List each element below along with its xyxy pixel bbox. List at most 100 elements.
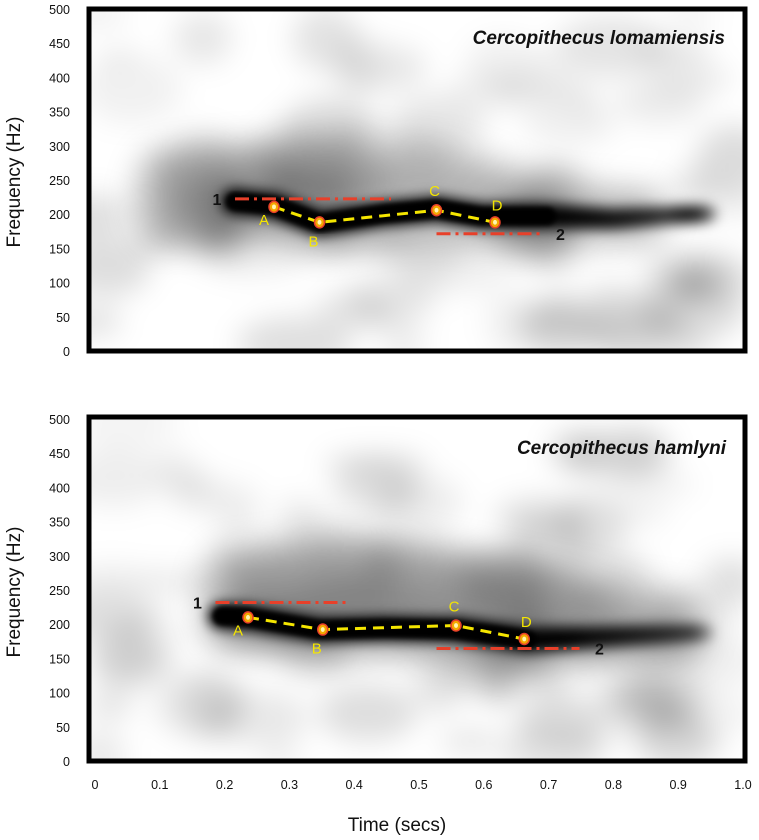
y-tick-label: 400 <box>49 71 70 85</box>
point-label-c: C <box>429 183 440 200</box>
noise-blob <box>173 12 232 65</box>
noise-blob <box>337 44 427 91</box>
noise-blob <box>449 71 532 104</box>
point-label-c: C <box>449 599 460 616</box>
y-tick-label: 500 <box>49 3 70 17</box>
noise-blob <box>506 246 591 272</box>
x-tick-label: 0.3 <box>281 778 298 792</box>
noise-blob <box>89 729 126 761</box>
panel-top-points: A B C D <box>259 183 503 250</box>
noise-blob <box>603 470 697 499</box>
y-tick-label: 0 <box>63 345 70 359</box>
point-label-d: D <box>521 614 532 631</box>
x-tick-label: 0.5 <box>410 778 427 792</box>
panel-bottom-y-axis-title: Frequency (Hz) <box>4 527 25 658</box>
noise-blob <box>318 684 418 741</box>
noise-blob <box>323 453 427 475</box>
noise-blob <box>117 612 186 656</box>
noise-blob <box>702 558 745 605</box>
y-tick-label: 350 <box>49 106 70 120</box>
y-tick-label: 300 <box>49 550 70 564</box>
noise-blob <box>608 499 669 526</box>
y-tick-label: 450 <box>49 37 70 51</box>
noise-blob <box>597 555 651 579</box>
point-highlight <box>522 636 527 642</box>
y-tick-label: 200 <box>49 618 70 632</box>
noise-blob <box>89 9 130 27</box>
noise-blob <box>89 449 162 508</box>
point-label-a: A <box>233 622 243 639</box>
noise-blob <box>524 45 570 97</box>
x-tick-label: 1.0 <box>734 778 751 792</box>
noise-blob <box>89 306 122 337</box>
reference-line-label: 2 <box>595 641 604 658</box>
noise-blob <box>696 125 745 194</box>
x-tick-label: 0.9 <box>670 778 687 792</box>
noise-blob <box>212 483 260 542</box>
noise-blob <box>549 429 609 470</box>
noise-blob <box>522 103 617 146</box>
panel-top-y-ticks: 0 50 100 150 200 250 300 350 400 450 500 <box>49 3 70 359</box>
panel-top-contour <box>273 205 496 224</box>
energy-band-blob <box>690 204 719 224</box>
point-highlight <box>320 627 325 632</box>
noise-blob <box>89 565 152 593</box>
y-tick-label: 200 <box>49 208 70 222</box>
point-highlight <box>434 207 439 213</box>
y-tick-label: 400 <box>49 481 70 495</box>
x-tick-label: 0.4 <box>346 778 363 792</box>
noise-blob <box>607 423 669 475</box>
noise-blob <box>673 256 745 306</box>
y-tick-label: 50 <box>56 721 70 735</box>
panel-top-species-title: Cercopithecus lomamiensis <box>473 28 725 49</box>
point-highlight <box>317 219 322 225</box>
y-tick-label: 250 <box>49 174 70 188</box>
y-tick-label: 250 <box>49 584 70 598</box>
noise-blob <box>614 82 706 124</box>
noise-blob <box>137 571 214 593</box>
reference-line-label: 2 <box>556 227 565 244</box>
pitch-contour-line <box>247 615 525 641</box>
panel-bottom-energy <box>196 528 713 673</box>
point-highlight <box>246 614 250 620</box>
point-label-b: B <box>308 233 318 250</box>
noise-blob <box>516 308 597 351</box>
noise-blob <box>556 16 666 77</box>
panel-bottom-contour <box>247 615 525 641</box>
noise-blob <box>439 730 501 753</box>
noise-blob <box>180 668 244 739</box>
noise-blob <box>277 498 320 538</box>
point-label-a: A <box>259 212 269 229</box>
panel-bottom-reference-lines: 12 <box>193 596 604 659</box>
panel-bottom-species-title: Cercopithecus hamlyni <box>517 438 727 459</box>
y-tick-label: 350 <box>49 516 70 530</box>
noise-blob <box>292 9 357 71</box>
y-tick-label: 450 <box>49 447 70 461</box>
x-tick-label: 0 <box>92 778 99 792</box>
x-tick-label: 0.7 <box>540 778 557 792</box>
panel-bottom-y-ticks: 0 50 100 150 200 250 300 350 400 450 500 <box>49 413 70 769</box>
y-tick-label: 300 <box>49 140 70 154</box>
y-tick-label: 150 <box>49 652 70 666</box>
panel-bottom-frame <box>86 414 748 764</box>
panel-bottom-x-ticks: 0 0.1 0.2 0.3 0.4 0.5 0.6 0.7 0.8 0.9 1.0 <box>92 778 752 792</box>
point-highlight <box>493 219 497 225</box>
y-tick-label: 500 <box>49 413 70 427</box>
noise-blob <box>533 674 571 701</box>
noise-blob <box>314 291 396 329</box>
panel-top-frame <box>86 6 748 354</box>
noise-blob <box>667 9 714 33</box>
point-highlight <box>272 204 276 210</box>
point-label-b: B <box>312 641 322 658</box>
noise-blob <box>414 652 465 713</box>
noise-blob <box>261 743 301 761</box>
noise-blob <box>388 237 454 296</box>
y-tick-label: 150 <box>49 242 70 256</box>
x-tick-label: 0.1 <box>151 778 168 792</box>
noise-blob <box>515 693 605 748</box>
noise-blob <box>487 289 525 351</box>
reference-line-label: 1 <box>213 192 222 209</box>
